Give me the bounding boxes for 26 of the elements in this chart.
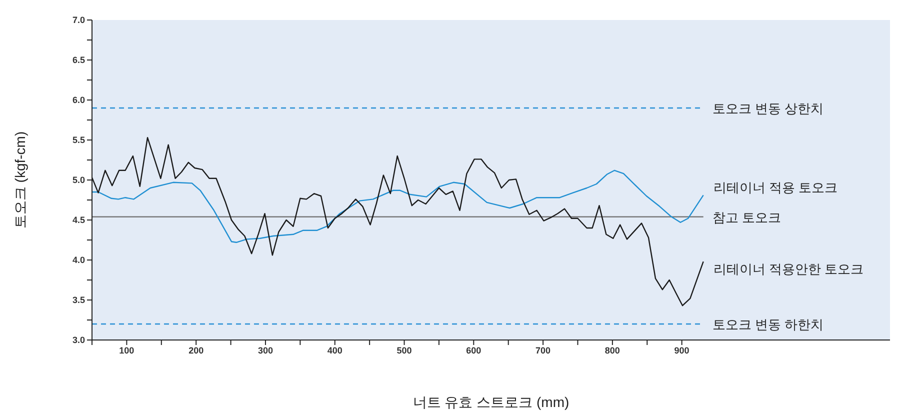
x-tick-label: 100 <box>119 345 134 356</box>
y-tick-label: 5.0 <box>72 175 85 186</box>
x-tick-label: 300 <box>258 345 273 356</box>
y-tick-label: 4.0 <box>72 255 85 266</box>
y-tick-label: 3.0 <box>72 335 85 346</box>
x-tick-label: 800 <box>604 345 620 356</box>
x-axis-title: 너트 유효 스트로크 (mm) <box>412 394 570 410</box>
y-tick-label: 3.5 <box>72 295 85 306</box>
series-label: 리테이너 적용 토오크 <box>713 180 838 196</box>
line-series <box>92 170 704 243</box>
series-label: 리테이너 적용안한 토오크 <box>713 262 864 277</box>
ref-line-label: 토오크 변동 상한치 <box>712 101 824 116</box>
ref-line-label: 토오크 변동 하한치 <box>712 317 824 332</box>
y-tick-label: 6.0 <box>72 95 85 106</box>
ref-line-label: 참고 토오크 <box>712 210 781 225</box>
x-tick-label: 700 <box>536 345 551 356</box>
y-tick-label: 5.5 <box>72 135 85 146</box>
x-tick-label: 400 <box>327 345 342 356</box>
y-tick-label: 4.5 <box>72 215 85 226</box>
x-tick-label: 900 <box>674 345 690 356</box>
x-tick-label: 600 <box>466 345 482 356</box>
y-tick-label: 6.5 <box>72 55 85 66</box>
x-tick-label: 200 <box>188 345 204 356</box>
y-tick-label: 7.0 <box>72 15 85 26</box>
y-axis-title: 토오크 (kgf-cm) <box>12 131 28 229</box>
x-tick-label: 500 <box>396 345 412 356</box>
